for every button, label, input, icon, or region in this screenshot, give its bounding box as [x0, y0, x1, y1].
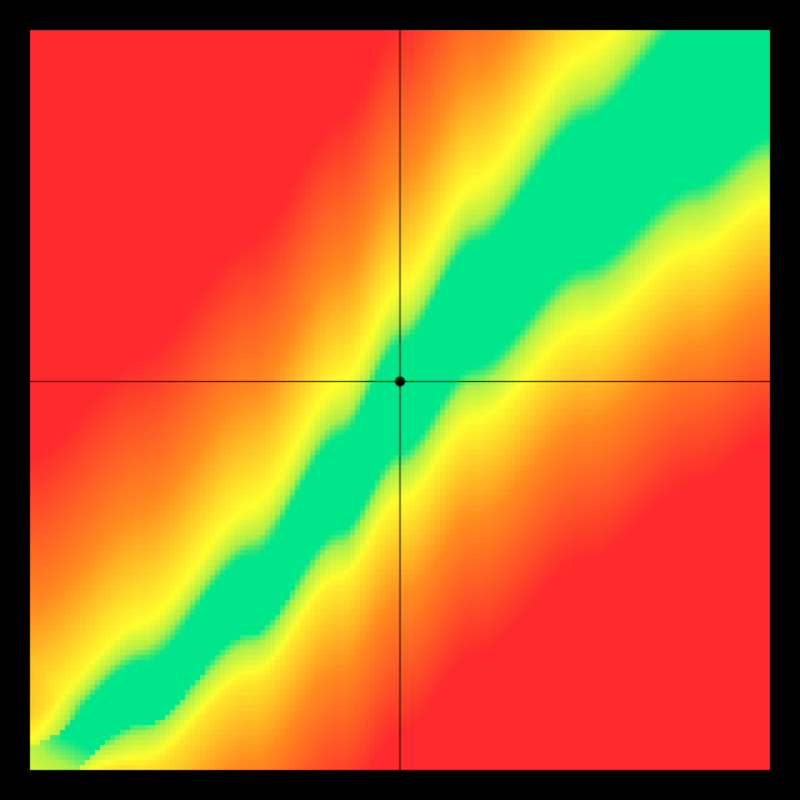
watermark-text: TheBottleneck.com [575, 6, 786, 32]
chart-container: TheBottleneck.com [0, 0, 800, 800]
heatmap-canvas [0, 0, 800, 800]
